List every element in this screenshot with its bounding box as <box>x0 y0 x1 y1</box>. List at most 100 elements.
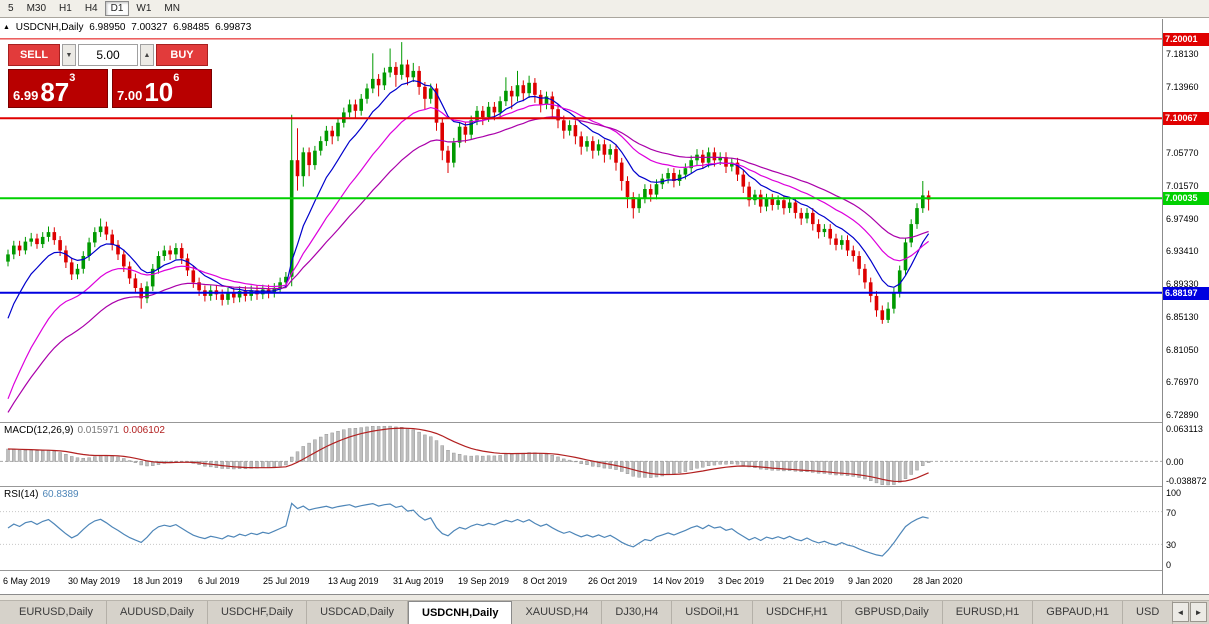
date-tick-label: 26 Oct 2019 <box>588 576 638 586</box>
timeframe-button-h1[interactable]: H1 <box>53 1 78 16</box>
date-tick-label: 9 Jan 2020 <box>848 576 893 586</box>
chart-tab-eurusd-h1[interactable]: EURUSD,H1 <box>943 601 1034 624</box>
rsi-scale-label: 0 <box>1166 560 1172 570</box>
timeframe-button-5[interactable]: 5 <box>2 1 20 16</box>
chevron-down-icon: ▼ <box>65 51 73 59</box>
sell-price-pips: 87 <box>40 77 70 107</box>
timeframe-button-d1[interactable]: D1 <box>104 1 130 16</box>
chart-tab-usdchf-h1[interactable]: USDCHF,H1 <box>753 601 842 624</box>
buy-price-prefix: 7.00 <box>117 88 143 103</box>
chevron-up-icon: ▲ <box>143 51 151 59</box>
high-value: 7.00327 <box>131 22 168 33</box>
timeframe-button-h4[interactable]: H4 <box>79 1 104 16</box>
volume-increase-button[interactable]: ▲ <box>140 44 154 66</box>
status-strip <box>0 595 1209 600</box>
sell-button[interactable]: SELL <box>8 44 60 66</box>
sell-price-display[interactable]: 6.99 87 3 <box>8 69 108 108</box>
volume-input[interactable] <box>78 44 138 66</box>
tab-scroll-right-button[interactable]: ► <box>1190 602 1207 622</box>
price-tick-label: 6.97490 <box>1166 213 1199 224</box>
date-tick-label: 3 Dec 2019 <box>718 576 765 586</box>
sell-price-point: 3 <box>69 72 76 84</box>
tab-scroll-left-button[interactable]: ◄ <box>1172 602 1189 622</box>
one-click-trading-panel: SELL ▼ ▲ BUY 6.99 87 3 7.00 10 6 <box>8 44 212 108</box>
macd-name: MACD(12,26,9) <box>4 425 74 436</box>
macd-histogram <box>6 425 931 486</box>
price-tick-label: 6.76970 <box>1166 377 1199 388</box>
rsi-label: RSI(14) 60.8389 <box>4 489 79 500</box>
chart-tab-gbpaud-h1[interactable]: GBPAUD,H1 <box>1033 601 1124 624</box>
close-value: 6.99873 <box>215 22 252 33</box>
date-tick-label: 28 Jan 2020 <box>913 576 963 586</box>
price-tick-label: 7.13960 <box>1166 82 1199 93</box>
price-tick-label: 6.72890 <box>1166 409 1199 420</box>
price-tick-label: 7.05770 <box>1166 147 1199 158</box>
price-level-badge: 7.20001 <box>1163 32 1209 46</box>
chart-tab-eurusd-daily[interactable]: EURUSD,Daily <box>6 601 107 624</box>
macd-label: MACD(12,26,9) 0.015971 0.006102 <box>4 425 165 436</box>
chart-tab-usdchf-daily[interactable]: USDCHF,Daily <box>208 601 308 624</box>
macd-scale-label: 0.063113 <box>1166 424 1203 434</box>
chart-tabs-bar: EURUSD,Daily AUDUSD,Daily USDCHF,Daily USDC… <box>0 600 1209 624</box>
price-level-badge: 7.00035 <box>1163 192 1209 206</box>
macd-signal-value: 0.006102 <box>123 425 165 436</box>
price-level-badge: 6.88197 <box>1163 286 1209 300</box>
price-tick-label: 7.01570 <box>1166 181 1199 192</box>
macd-main-value: 0.015971 <box>77 425 120 436</box>
chart-tab-usdoil-h1[interactable]: USDOil,H1 <box>672 601 753 624</box>
date-tick-label: 21 Dec 2019 <box>783 576 835 586</box>
volume-decrease-button[interactable]: ▼ <box>62 44 76 66</box>
date-tick-label: 18 Jun 2019 <box>133 576 183 586</box>
date-tick-label: 19 Sep 2019 <box>458 576 510 586</box>
price-tick-label: 6.89330 <box>1166 278 1199 289</box>
time-axis[interactable]: 6 May 2019 30 May 2019 18 Jun 2019 6 Jul 20… <box>0 571 1162 594</box>
price-tick-label: 6.93410 <box>1166 246 1199 257</box>
chart-tab-xauusd-h4[interactable]: XAUUSD,H4 <box>512 601 603 624</box>
symbol-timeframe-label: USDCNH,Daily <box>15 22 84 33</box>
chart-tab-dj30-h4[interactable]: DJ30,H4 <box>602 601 673 624</box>
macd-scale-label: -0.038872 <box>1166 476 1207 486</box>
macd-scale-label: 0.00 <box>1166 457 1184 468</box>
ohlc-readout: ▲ USDCNH,Daily 6.98950 7.00327 6.98485 6… <box>3 22 254 33</box>
timeframe-button-m30[interactable]: M30 <box>21 1 52 16</box>
date-tick-label: 8 Oct 2019 <box>523 576 568 586</box>
date-tick-label: 30 May 2019 <box>68 576 121 586</box>
date-tick-label: 6 Jul 2019 <box>198 576 240 586</box>
open-value: 6.98950 <box>89 22 126 33</box>
candlestick-series <box>6 42 931 324</box>
price-axis[interactable]: 7.18130 7.13960 7.05770 7.01570 6.97490 6.934… <box>1162 19 1209 594</box>
rsi-scale-label: 100 <box>1166 488 1182 498</box>
date-tick-label: 6 May 2019 <box>3 576 51 586</box>
rsi-name: RSI(14) <box>4 489 39 500</box>
rsi-scale-label: 30 <box>1166 540 1177 551</box>
chart-tab-audusd-daily[interactable]: AUDUSD,Daily <box>107 601 208 624</box>
price-level-badge: 7.10067 <box>1163 112 1209 126</box>
chart-plot-background[interactable] <box>0 19 1209 594</box>
rsi-scale-label: 70 <box>1166 507 1177 518</box>
symbol-marker-icon: ▲ <box>3 24 10 31</box>
timeframe-button-mn[interactable]: MN <box>158 1 186 16</box>
date-tick-label: 14 Nov 2019 <box>653 576 705 586</box>
date-tick-label: 13 Aug 2019 <box>328 576 379 586</box>
chart-tab-usd[interactable]: USD <box>1123 601 1174 624</box>
time-axis-separator <box>0 570 1162 571</box>
macd-panel-separator[interactable] <box>0 422 1162 423</box>
buy-price-pips: 10 <box>144 77 174 107</box>
price-tick-label: 6.81050 <box>1166 344 1199 355</box>
price-tick-label: 7.18130 <box>1166 48 1199 59</box>
price-chart[interactable] <box>0 19 1162 594</box>
chart-tab-usdcad-daily[interactable]: USDCAD,Daily <box>307 601 409 624</box>
low-value: 6.98485 <box>173 22 210 33</box>
price-tick-label: 6.85130 <box>1166 312 1199 323</box>
timeframe-button-w1[interactable]: W1 <box>130 1 157 16</box>
date-tick-label: 31 Aug 2019 <box>393 576 444 586</box>
chart-tab-usdcnh-daily[interactable]: USDCNH,Daily <box>408 601 513 624</box>
buy-price-display[interactable]: 7.00 10 6 <box>112 69 212 108</box>
sell-price-prefix: 6.99 <box>13 88 39 103</box>
timeframe-toolbar: 5 M30 H1 H4 D1 W1 MN <box>0 0 1209 18</box>
buy-button[interactable]: BUY <box>156 44 208 66</box>
chart-tab-gbpusd-daily[interactable]: GBPUSD,Daily <box>842 601 943 624</box>
date-tick-label: 25 Jul 2019 <box>263 576 310 586</box>
rsi-value: 60.8389 <box>42 489 79 500</box>
rsi-panel-separator[interactable] <box>0 486 1162 487</box>
